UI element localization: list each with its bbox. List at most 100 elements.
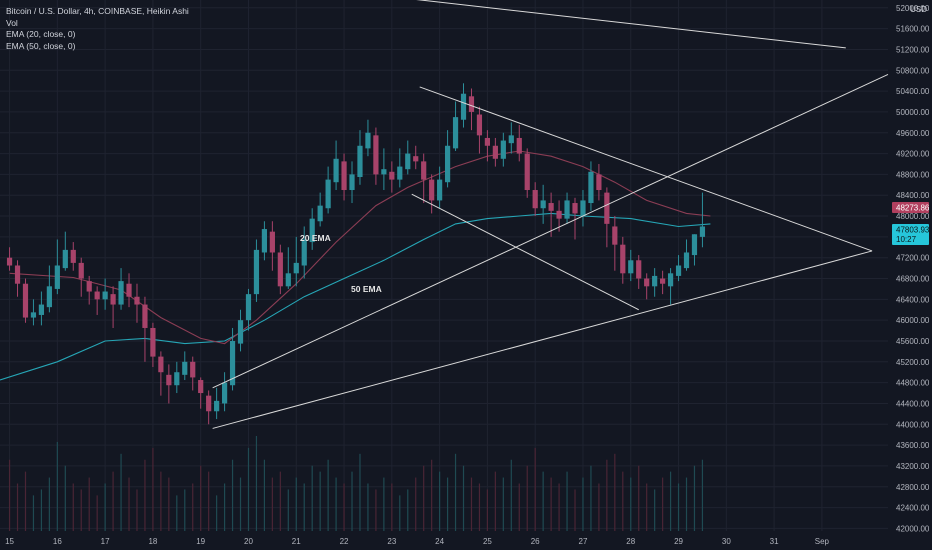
candle-body (429, 179, 435, 201)
volume-bar (120, 453, 122, 531)
price-tick-label: 45600.00 (896, 337, 930, 346)
time-tick-label: 16 (53, 537, 62, 546)
volume-bar (311, 465, 313, 531)
time-tick-label: 28 (626, 537, 635, 546)
trendline[interactable] (419, 86, 873, 252)
candle-body (349, 174, 355, 191)
candles (6, 83, 706, 425)
symbol-title[interactable]: Bitcoin / U.S. Dollar, 4h, COINBASE, Hei… (6, 6, 189, 16)
candle-body (675, 265, 682, 276)
time-tick-label: 26 (531, 537, 540, 546)
currency-label[interactable]: USD (910, 5, 927, 14)
candle-body (397, 166, 403, 180)
candle-body (158, 356, 164, 373)
volume-bar (176, 495, 178, 531)
candle-body (221, 382, 228, 404)
candle-body (667, 273, 674, 287)
candle-body (532, 190, 538, 209)
candle-body (437, 179, 443, 201)
candle-body (405, 153, 411, 170)
price-tick-label: 44400.00 (896, 399, 930, 408)
ema20-annotation: 20 EMA (300, 233, 331, 243)
price-tick-label: 49600.00 (896, 129, 930, 138)
ema20-path (9, 150, 711, 345)
volume-bar (582, 477, 584, 531)
volume-bar (391, 483, 393, 531)
time-tick-label: 22 (340, 537, 349, 546)
candle-body (492, 145, 498, 159)
price-tick-label: 45200.00 (896, 358, 930, 367)
volume-bar (439, 471, 441, 531)
price-tick-label: 43600.00 (896, 441, 930, 450)
price-tick-label: 48800.00 (896, 170, 930, 179)
candle-body (500, 140, 506, 159)
chart-legend: Bitcoin / U.S. Dollar, 4h, COINBASE, Hei… (6, 6, 189, 52)
price-tick-label: 50000.00 (896, 108, 930, 117)
price-tick-label: 46000.00 (896, 316, 930, 325)
candle-body (54, 265, 60, 289)
trendline[interactable] (212, 250, 873, 429)
candle-body (683, 252, 690, 269)
candle-body (540, 200, 546, 209)
price-tick-label: 42800.00 (896, 483, 930, 492)
candle-body (110, 294, 116, 305)
ema50-annotation: 50 EMA (351, 284, 382, 294)
volume-bar (359, 453, 361, 531)
candle-body (636, 260, 642, 279)
trendline[interactable] (411, 193, 639, 311)
volume-bar (64, 465, 66, 531)
candle-body (6, 257, 13, 266)
candle-body (102, 291, 108, 300)
price-tick-label: 52000.00 (896, 4, 930, 13)
trendlines[interactable] (212, 0, 889, 429)
time-axis[interactable]: 15 16 17 18 19 20 21 22 23 24 25 26 27 28 29 30 31 Sep (5, 537, 829, 546)
price-tick-label: 51600.00 (896, 25, 930, 34)
volume-bar (184, 489, 186, 531)
candle-body (357, 145, 363, 177)
last-price-tag (892, 224, 929, 245)
price-tick-label: 46400.00 (896, 295, 930, 304)
time-tick-label: Sep (815, 537, 830, 546)
ema50-legend[interactable]: EMA (50, close, 0) (6, 40, 76, 51)
price-tick-label: 42000.00 (896, 524, 930, 533)
volume-bar (343, 483, 345, 531)
ema-price-tag-text: 48273.86 (896, 204, 930, 213)
candle-body (413, 156, 419, 162)
candle-body (691, 234, 698, 256)
volume-bar (271, 477, 273, 531)
volume-bar (654, 489, 656, 531)
trendline[interactable] (212, 73, 889, 389)
volume-bar (494, 471, 496, 531)
candle-body (309, 218, 315, 243)
candle-body (166, 374, 172, 386)
candle-body (142, 304, 148, 328)
candle-body (190, 361, 196, 378)
volume-bar (630, 477, 632, 531)
candle-body (245, 294, 252, 321)
volume-bar (287, 489, 289, 531)
volume-bar (56, 441, 58, 531)
candle-body (652, 275, 658, 287)
volume-bar (415, 477, 417, 531)
candle-body (644, 278, 650, 287)
time-tick-label: 25 (483, 537, 492, 546)
trendline[interactable] (213, 0, 846, 49)
candle-body (174, 372, 180, 386)
candle-body (293, 262, 299, 274)
candle-body (460, 93, 467, 120)
ema-price-tag (892, 202, 929, 213)
volume-bar (646, 483, 648, 531)
candle-body (118, 281, 124, 305)
time-tick-label: 29 (674, 537, 683, 546)
candle-body (556, 210, 562, 219)
volume-bar (263, 459, 266, 531)
time-tick-label: 17 (101, 537, 110, 546)
ema20-legend[interactable]: EMA (20, close, 0) (6, 29, 76, 39)
candle-body (78, 262, 84, 279)
volume-bar (231, 459, 234, 531)
volume-legend[interactable]: Vol (6, 17, 18, 28)
price-axis[interactable]: 52000.00 51600.00 51200.00 50800.00 50400.00… (896, 4, 930, 534)
price-tick-label: 47200.00 (896, 254, 930, 263)
